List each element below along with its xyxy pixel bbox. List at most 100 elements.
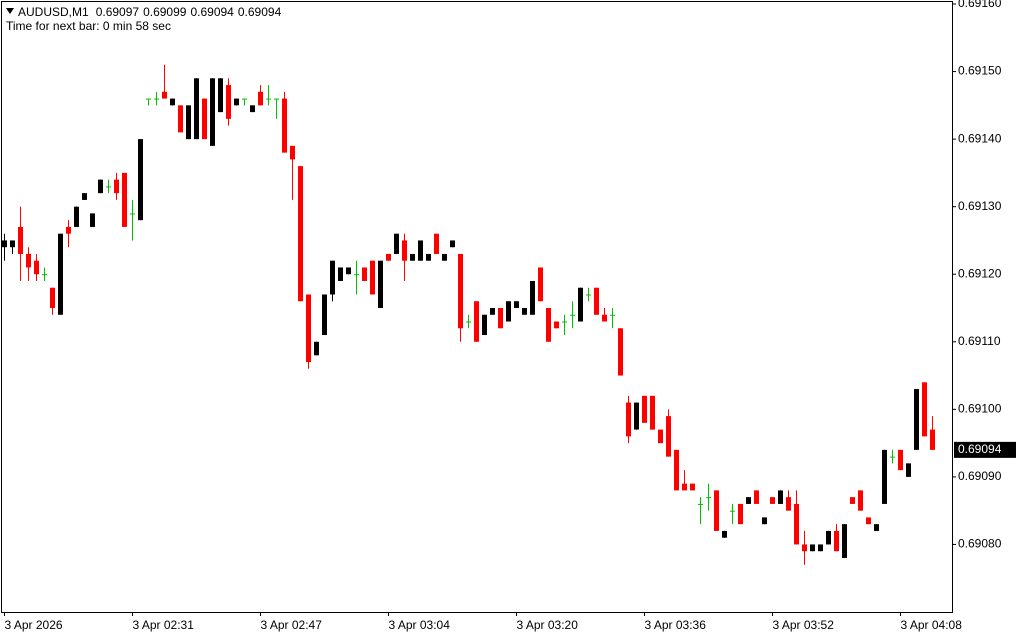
y-tick-label: 0.69100 — [958, 402, 1002, 416]
candle-body — [354, 274, 359, 276]
candle-body — [442, 253, 447, 261]
candle-body — [194, 78, 199, 140]
candle-body — [690, 483, 695, 491]
price-label: 0.69094 — [958, 442, 1002, 456]
candle-body — [202, 98, 207, 140]
price-label-bg — [954, 441, 1016, 458]
candle-body — [266, 98, 271, 100]
symbol: AUDUSD,M1 — [18, 5, 89, 19]
y-tick-label: 0.69140 — [958, 131, 1002, 145]
x-tick-label: 3 Apr 03:52 — [773, 618, 835, 632]
collapse-icon[interactable] — [6, 8, 14, 14]
candle-body — [322, 294, 327, 336]
candle-body — [538, 267, 543, 302]
y-tick-label: 0.69120 — [958, 266, 1002, 280]
candle-body — [42, 274, 47, 276]
candle-body — [474, 301, 479, 342]
timer-text: Time for next bar: 0 min 58 sec — [6, 19, 171, 33]
candle-body — [794, 503, 799, 545]
candle-body — [818, 544, 823, 552]
x-tick-label: 3 Apr 03:20 — [517, 618, 579, 632]
candle-body — [650, 395, 655, 430]
candle-body — [682, 483, 687, 491]
candle-body — [66, 226, 71, 234]
candle-body — [98, 179, 103, 194]
candle-body — [698, 503, 703, 505]
candle-body — [858, 490, 863, 511]
candle-body — [10, 240, 15, 248]
x-tick-label: 3 Apr 02:31 — [133, 618, 195, 632]
candle-body — [162, 91, 167, 99]
candle-body — [522, 308, 527, 315]
x-tick-label: 3 Apr 2026 — [5, 618, 63, 632]
candle-body — [306, 294, 311, 363]
candle-body — [394, 233, 399, 254]
candle-body — [2, 240, 7, 248]
candle-body — [594, 287, 599, 315]
candle-body — [890, 456, 895, 458]
candle-body — [282, 98, 287, 153]
candle-body — [570, 314, 575, 316]
candle-body — [722, 530, 727, 538]
candle-body — [362, 267, 367, 281]
candle-body — [658, 429, 663, 444]
candle-body — [874, 524, 879, 531]
candle-body — [578, 287, 583, 322]
candle-body — [330, 260, 335, 295]
candle-body — [50, 287, 55, 308]
candle-body — [554, 321, 559, 329]
high-value: 0.69099 — [143, 5, 187, 19]
candle-body — [234, 98, 239, 106]
candle-body — [138, 139, 143, 221]
candle-body — [634, 402, 639, 430]
candle-body — [714, 490, 719, 531]
candle-body — [466, 321, 471, 323]
candle-body — [226, 85, 231, 119]
candle-body — [906, 463, 911, 477]
candle-body — [482, 314, 487, 336]
candle-body — [786, 497, 791, 511]
candle-body — [402, 240, 407, 261]
candle-body — [810, 544, 815, 552]
candle-body — [546, 308, 551, 342]
candle-body — [666, 416, 671, 457]
low-value: 0.69094 — [190, 5, 234, 19]
candle-body — [842, 524, 847, 558]
candle-body — [514, 301, 519, 308]
candle-body — [186, 105, 191, 140]
candle-body — [586, 294, 591, 296]
x-tick-label: 3 Apr 04:08 — [901, 618, 963, 632]
candle-body — [914, 389, 919, 450]
y-tick-label: 0.69130 — [958, 199, 1002, 213]
candle-body — [210, 78, 215, 146]
x-tick-label: 3 Apr 03:04 — [389, 618, 451, 632]
candle-body — [602, 314, 607, 322]
candle-body — [674, 449, 679, 491]
candle-body — [618, 328, 623, 376]
candle-body — [130, 213, 135, 215]
x-tick-label: 3 Apr 02:47 — [261, 618, 323, 632]
candle-body — [770, 497, 775, 504]
candle-body — [58, 233, 63, 315]
candle-body — [146, 98, 151, 100]
candle-body — [346, 267, 351, 275]
plot-frame — [1, 1, 953, 613]
y-tick-label: 0.69110 — [958, 334, 1001, 348]
candle-body — [762, 517, 767, 525]
candle-body — [450, 240, 455, 248]
candle-body — [258, 91, 263, 106]
candle-body — [74, 206, 79, 227]
candle-body — [250, 105, 255, 113]
candle-body — [314, 341, 319, 356]
candle-body — [882, 449, 887, 504]
open-value: 0.69097 — [96, 5, 140, 19]
candle-body — [730, 510, 735, 512]
candle-body — [106, 186, 111, 188]
candle-body — [922, 382, 927, 437]
candle-body — [26, 253, 31, 268]
candle-body — [290, 145, 295, 160]
candle-body — [746, 497, 751, 504]
candle-body — [114, 179, 119, 194]
y-tick-label: 0.69160 — [958, 0, 1002, 10]
candle-body — [298, 166, 303, 302]
